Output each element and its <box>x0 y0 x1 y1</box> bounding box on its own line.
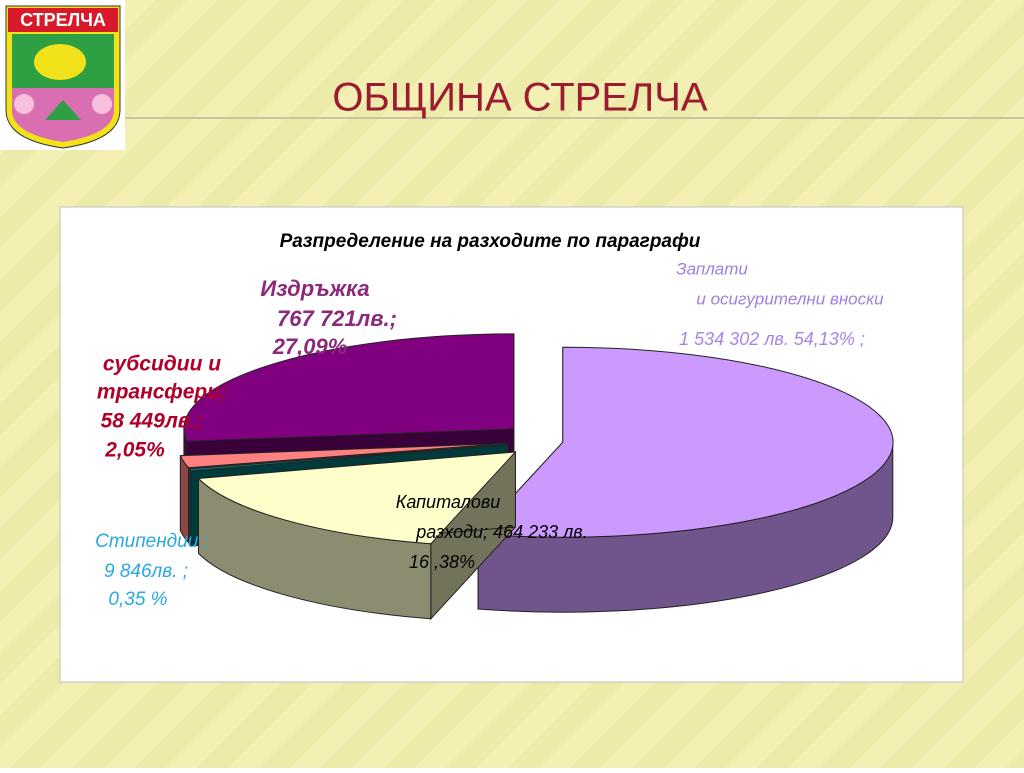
slice-value: 767 721лв.; <box>277 306 397 331</box>
slice-name: Стипендии ; <box>95 531 209 552</box>
slice-value: 2,05% <box>104 439 165 462</box>
slice-name: Капиталови <box>396 492 501 512</box>
slice-top <box>183 333 515 442</box>
slice-name: субсидии и <box>103 353 221 376</box>
labels: Заплати и осигурителни вноски 1 534 302 лв… <box>95 259 884 610</box>
slice-value: 0,35 % <box>108 589 167 610</box>
slice-top <box>179 442 508 469</box>
slice-top <box>477 346 894 538</box>
slice-top <box>197 451 517 545</box>
slice-value: 58 449лв.; <box>101 410 204 433</box>
slice-name: Заплати <box>676 259 748 278</box>
slice <box>477 346 894 613</box>
slice-value: 16 ,38% <box>409 552 475 572</box>
slice-name: Издръжка <box>260 276 369 301</box>
slice-value: 9 846лв. ; <box>104 561 188 582</box>
slice <box>197 450 517 621</box>
logo: СТРЕЛЧА <box>0 0 125 150</box>
slide-title: ОБЩИНА СТРЕЛЧА <box>332 76 708 120</box>
chart-title: Разпределение на разходите по параграфи <box>280 231 701 252</box>
slice-top <box>188 444 509 472</box>
slice-value: 1 534 302 лв. 54,13% ; <box>679 329 865 349</box>
slice-side <box>179 455 190 544</box>
slice-name: и осигурителни вноски <box>696 289 884 308</box>
slice-name: разходи; 464 233 лв. <box>415 522 587 542</box>
logo-text: СТРЕЛЧА <box>20 10 106 30</box>
pie <box>179 333 894 621</box>
slice-value: 27,09% <box>272 334 348 359</box>
slice-name: трансфери; <box>97 381 227 404</box>
